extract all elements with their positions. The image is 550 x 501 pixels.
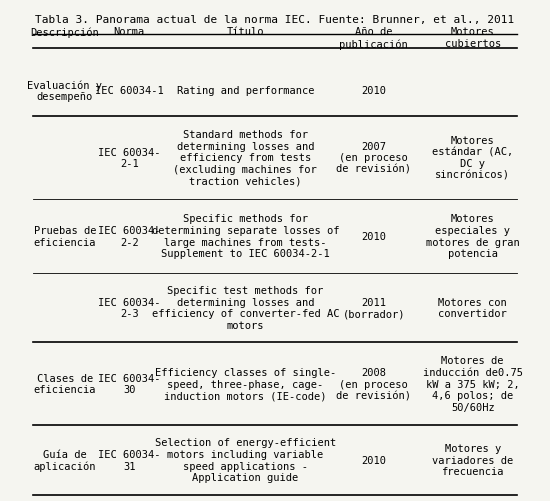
Text: Motores de
inducción de0.75
kW a 375 kW; 2,
4,6 polos; de
50/60Hz: Motores de inducción de0.75 kW a 375 kW;… <box>423 356 522 412</box>
Text: IEC 60034-
2-1: IEC 60034- 2-1 <box>98 147 161 169</box>
Text: Título: Título <box>227 27 264 37</box>
Text: Pruebas de
eficiencia: Pruebas de eficiencia <box>34 225 96 247</box>
Text: IEC 60034-
2-3: IEC 60034- 2-3 <box>98 297 161 319</box>
Text: 2010: 2010 <box>361 231 386 241</box>
Text: Clases de
eficiencia: Clases de eficiencia <box>34 373 96 395</box>
Text: 2010: 2010 <box>361 86 386 96</box>
Text: Tabla 3. Panorama actual de la norma IEC. Fuente: Brunner, et al., 2011: Tabla 3. Panorama actual de la norma IEC… <box>35 16 515 26</box>
Text: IEC 60034-
31: IEC 60034- 31 <box>98 449 161 471</box>
Text: Rating and performance: Rating and performance <box>177 86 314 96</box>
Text: Specific test methods for
determining losses and
efficiency of converter-fed AC
: Specific test methods for determining lo… <box>152 286 339 330</box>
Text: Descripción: Descripción <box>31 27 100 38</box>
Text: Año de
publicación: Año de publicación <box>339 27 408 50</box>
Text: Motores y
variadores de
frecuencia: Motores y variadores de frecuencia <box>432 443 513 476</box>
Text: Motores con
convertidor: Motores con convertidor <box>438 297 507 319</box>
Text: 2008
(en proceso
de revisión): 2008 (en proceso de revisión) <box>337 367 411 400</box>
Text: Guía de
aplicación: Guía de aplicación <box>34 449 96 471</box>
Text: Standard methods for
determining losses and
efficiency from tests
(excluding mac: Standard methods for determining losses … <box>173 130 317 186</box>
Text: 2007
(en proceso
de revisión): 2007 (en proceso de revisión) <box>337 141 411 174</box>
Text: Motores
especiales y
motores de gran
potencia: Motores especiales y motores de gran pot… <box>426 214 520 259</box>
Text: Norma: Norma <box>114 27 145 37</box>
Text: Efficiency classes of single-
speed, three-phase, cage-
induction motors (IE-cod: Efficiency classes of single- speed, thr… <box>155 367 336 400</box>
Text: Motores
cubiertos: Motores cubiertos <box>444 27 501 49</box>
Text: Evaluación y
desempeño: Evaluación y desempeño <box>28 80 102 102</box>
Text: 2010: 2010 <box>361 455 386 465</box>
Text: Selection of energy-efficient
motors including variable
speed applications -
App: Selection of energy-efficient motors inc… <box>155 437 336 482</box>
Text: Specific methods for
determining separate losses of
large machines from tests-
S: Specific methods for determining separat… <box>152 214 339 259</box>
Text: 2011
(borrador): 2011 (borrador) <box>343 297 405 319</box>
Text: Motores
estándar (AC,
DC y
sincrónicos): Motores estándar (AC, DC y sincrónicos) <box>432 136 513 180</box>
Text: IEC 60034-
30: IEC 60034- 30 <box>98 373 161 395</box>
Text: IEC 60034-
2-2: IEC 60034- 2-2 <box>98 225 161 247</box>
Text: IEC 60034-1: IEC 60034-1 <box>95 86 163 96</box>
